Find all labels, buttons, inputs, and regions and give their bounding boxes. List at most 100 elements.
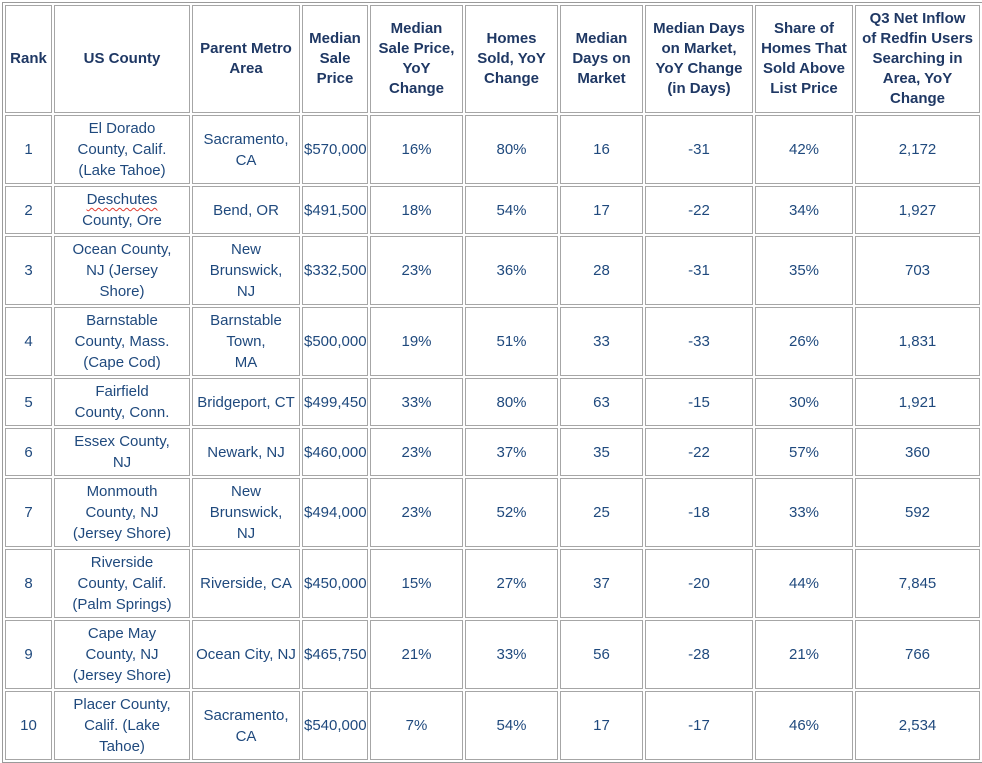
table-row: 7 Monmouth County, NJ (Jersey Shore) New B… — [5, 478, 980, 547]
cell-days_yoy: -15 — [645, 378, 753, 426]
cell-price_yoy: 23% — [370, 236, 463, 305]
cell-days_yoy: -33 — [645, 307, 753, 376]
cell-rank: 2 — [5, 186, 52, 234]
cell-days_on_market: 17 — [560, 186, 643, 234]
cell-inflow: 592 — [855, 478, 980, 547]
cell-inflow: 2,172 — [855, 115, 980, 184]
cell-homes_sold_yoy: 80% — [465, 378, 558, 426]
cell-county: Essex County, NJ — [54, 428, 190, 476]
table-body: 1 El Dorado County, Calif. (Lake Tahoe) Sa… — [5, 115, 980, 760]
table-row: 5 Fairfield County, Conn. Bridgeport, CT $4… — [5, 378, 980, 426]
cell-price_yoy: 18% — [370, 186, 463, 234]
cell-days_yoy: -31 — [645, 236, 753, 305]
column-header-inflow: Q3 Net Inflow of Redfin Users Searching … — [855, 5, 980, 113]
cell-homes_sold_yoy: 52% — [465, 478, 558, 547]
cell-metro: Bend, OR — [192, 186, 300, 234]
cell-days_on_market: 16 — [560, 115, 643, 184]
cell-rank: 7 — [5, 478, 52, 547]
cell-homes_sold_yoy: 36% — [465, 236, 558, 305]
cell-above_list: 46% — [755, 691, 853, 760]
cell-rank: 10 — [5, 691, 52, 760]
cell-metro: New Brunswick, NJ — [192, 478, 300, 547]
cell-rank: 9 — [5, 620, 52, 689]
cell-price: $450,000 — [302, 549, 368, 618]
cell-days_on_market: 17 — [560, 691, 643, 760]
cell-metro: Sacramento, CA — [192, 691, 300, 760]
cell-above_list: 42% — [755, 115, 853, 184]
cell-rank: 3 — [5, 236, 52, 305]
cell-metro: Barnstable Town, MA — [192, 307, 300, 376]
cell-inflow: 766 — [855, 620, 980, 689]
cell-homes_sold_yoy: 54% — [465, 186, 558, 234]
cell-price: $460,000 — [302, 428, 368, 476]
cell-above_list: 21% — [755, 620, 853, 689]
table-row: 2 Deschutes County, Ore Bend, OR $491,500 18… — [5, 186, 980, 234]
cell-homes_sold_yoy: 54% — [465, 691, 558, 760]
cell-price: $465,750 — [302, 620, 368, 689]
table-header: Rank US County Parent Metro Area Median Sal… — [5, 5, 980, 113]
cell-price: $570,000 — [302, 115, 368, 184]
column-header-rank: Rank — [5, 5, 52, 113]
table-row: 3 Ocean County, NJ (Jersey Shore) New Brun… — [5, 236, 980, 305]
cell-county: Fairfield County, Conn. — [54, 378, 190, 426]
cell-above_list: 44% — [755, 549, 853, 618]
cell-price: $494,000 — [302, 478, 368, 547]
column-header-price_yoy: Median Sale Price, YoY Change — [370, 5, 463, 113]
cell-inflow: 7,845 — [855, 549, 980, 618]
column-header-price: Median Sale Price — [302, 5, 368, 113]
cell-price_yoy: 23% — [370, 428, 463, 476]
cell-inflow: 360 — [855, 428, 980, 476]
cell-price_yoy: 15% — [370, 549, 463, 618]
cell-homes_sold_yoy: 80% — [465, 115, 558, 184]
cell-rank: 8 — [5, 549, 52, 618]
cell-price: $500,000 — [302, 307, 368, 376]
table-row: 6 Essex County, NJ Newark, NJ $460,000 23% 37… — [5, 428, 980, 476]
cell-county: Deschutes County, Ore — [54, 186, 190, 234]
cell-rank: 4 — [5, 307, 52, 376]
header-row: Rank US County Parent Metro Area Median Sal… — [5, 5, 980, 113]
cell-metro: Riverside, CA — [192, 549, 300, 618]
cell-county: El Dorado County, Calif. (Lake Tahoe) — [54, 115, 190, 184]
cell-county: Ocean County, NJ (Jersey Shore) — [54, 236, 190, 305]
cell-metro: New Brunswick, NJ — [192, 236, 300, 305]
cell-above_list: 30% — [755, 378, 853, 426]
cell-days_yoy: -17 — [645, 691, 753, 760]
cell-above_list: 35% — [755, 236, 853, 305]
cell-days_yoy: -22 — [645, 186, 753, 234]
cell-metro: Ocean City, NJ — [192, 620, 300, 689]
cell-inflow: 1,831 — [855, 307, 980, 376]
cell-inflow: 2,534 — [855, 691, 980, 760]
cell-days_on_market: 37 — [560, 549, 643, 618]
cell-days_on_market: 33 — [560, 307, 643, 376]
cell-rank: 6 — [5, 428, 52, 476]
cell-rank: 5 — [5, 378, 52, 426]
cell-metro: Sacramento, CA — [192, 115, 300, 184]
cell-price_yoy: 21% — [370, 620, 463, 689]
cell-homes_sold_yoy: 37% — [465, 428, 558, 476]
cell-price_yoy: 33% — [370, 378, 463, 426]
table-row: 1 El Dorado County, Calif. (Lake Tahoe) Sa… — [5, 115, 980, 184]
cell-price: $499,450 — [302, 378, 368, 426]
misspelled-word: Deschutes — [86, 191, 158, 208]
column-header-homes_sold_yoy: Homes Sold, YoY Change — [465, 5, 558, 113]
table-row: 10 Placer County, Calif. (Lake Tahoe) Sacr… — [5, 691, 980, 760]
cell-rank: 1 — [5, 115, 52, 184]
cell-metro: Bridgeport, CT — [192, 378, 300, 426]
cell-above_list: 34% — [755, 186, 853, 234]
cell-above_list: 57% — [755, 428, 853, 476]
cell-homes_sold_yoy: 51% — [465, 307, 558, 376]
table-row: 9 Cape May County, NJ (Jersey Shore) Ocean… — [5, 620, 980, 689]
column-header-above_list: Share of Homes That Sold Above List Pric… — [755, 5, 853, 113]
column-header-county: US County — [54, 5, 190, 113]
cell-homes_sold_yoy: 33% — [465, 620, 558, 689]
cell-county: Riverside County, Calif. (Palm Springs) — [54, 549, 190, 618]
cell-homes_sold_yoy: 27% — [465, 549, 558, 618]
cell-inflow: 703 — [855, 236, 980, 305]
cell-days_yoy: -20 — [645, 549, 753, 618]
cell-days_on_market: 35 — [560, 428, 643, 476]
cell-county: Placer County, Calif. (Lake Tahoe) — [54, 691, 190, 760]
cell-county: Cape May County, NJ (Jersey Shore) — [54, 620, 190, 689]
column-header-days_on_market: Median Days on Market — [560, 5, 643, 113]
